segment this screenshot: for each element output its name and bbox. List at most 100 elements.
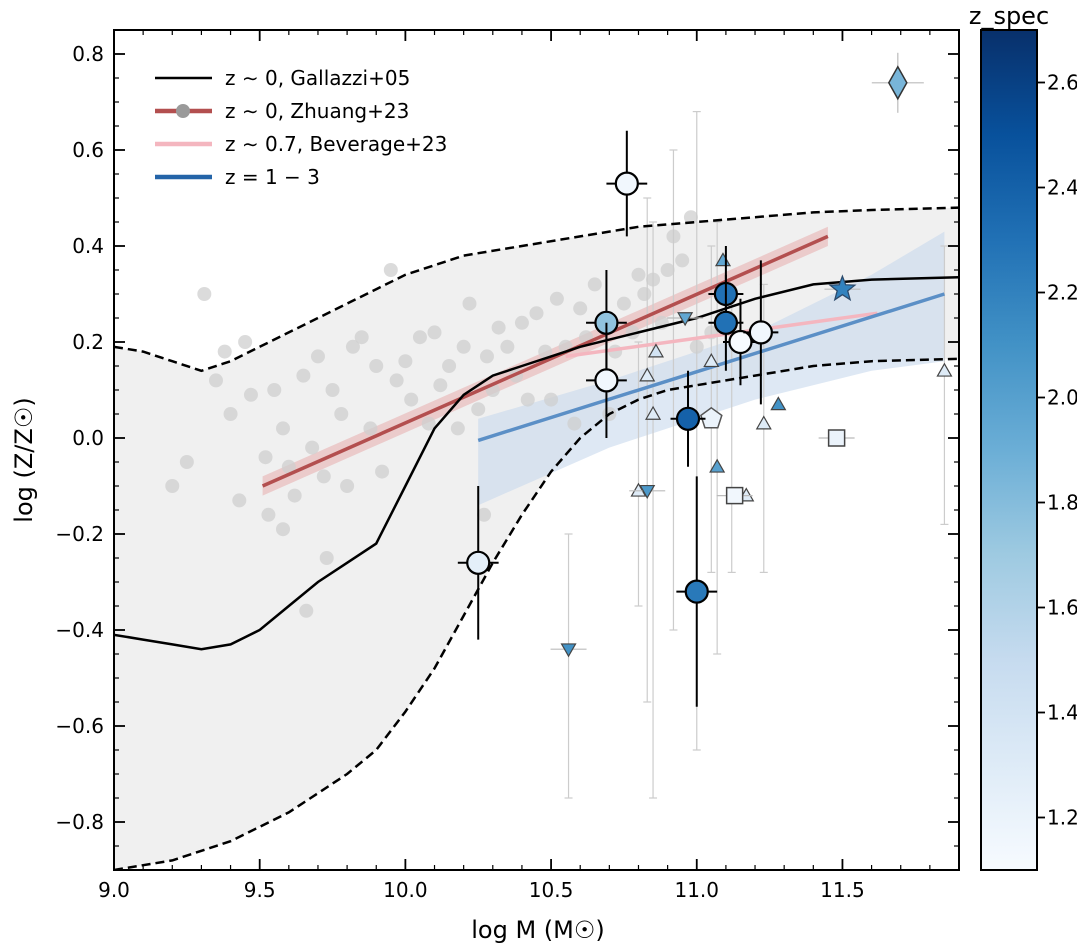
circle-marker <box>713 310 738 335</box>
y-tick-label: 0.0 <box>72 426 104 450</box>
y-tick-label: 0.4 <box>72 234 104 258</box>
gallazzi-median-line <box>114 275 959 651</box>
zhuang-point <box>258 450 273 465</box>
zhuang-point <box>267 383 282 397</box>
zhuang-point <box>281 459 296 474</box>
zhuang-point <box>197 287 212 301</box>
zhuang-point <box>243 387 258 402</box>
legend-swatch-marker <box>176 104 190 118</box>
zhuang-point <box>389 373 404 388</box>
triangle-up-marker <box>709 458 726 473</box>
triangle-down-marker <box>639 484 656 500</box>
zhuang-point <box>345 339 360 354</box>
triangle-up-marker <box>770 396 787 411</box>
pentagon-marker <box>700 406 723 429</box>
colorbar-tick-label: 1.2 <box>1047 806 1077 830</box>
legend: z ∼ 0, Gallazzi+05 z ∼ 0, Zhuang+23 z ∼ 0.… <box>155 66 447 189</box>
colorbar-gradient <box>980 29 1038 871</box>
triangle-down-marker <box>677 312 694 327</box>
triangle-up-marker <box>639 367 656 382</box>
square-marker <box>827 429 846 447</box>
zhuang-point <box>520 392 535 407</box>
triangle-up-marker <box>936 362 953 377</box>
colorbar-tick-label: 2.4 <box>1047 176 1077 200</box>
zhuang-point <box>316 469 331 484</box>
y-tick-label: −0.2 <box>55 522 104 546</box>
triangle-up-marker <box>703 352 720 368</box>
circle-marker <box>684 579 709 604</box>
zhuang-point <box>477 507 492 522</box>
zhuang-point <box>549 291 564 306</box>
zhuang-point <box>179 455 194 469</box>
zhuang-point <box>587 277 602 292</box>
zhuang-point <box>375 464 390 479</box>
circle-marker <box>748 320 773 345</box>
zhuang-point <box>334 407 349 421</box>
zhuang-point <box>238 335 253 349</box>
zhuang-line <box>261 234 829 488</box>
circle-marker <box>728 329 753 355</box>
zhuang-point <box>491 320 506 335</box>
square-marker <box>725 486 744 505</box>
gallazzi-upper-line <box>114 206 959 373</box>
y-tick-label: −0.6 <box>55 714 104 738</box>
triangle-up-marker <box>630 482 647 497</box>
zhuang-point <box>165 479 180 493</box>
zhuang-point <box>479 349 494 364</box>
zhuang-point <box>287 488 302 503</box>
zhuang-point <box>261 507 276 522</box>
axes: 9.0 9.5 10.0 10.5 11.0 11.5 0.8 0.6 0.4 0.2 0.0 −0.… <box>55 29 960 902</box>
zhuang-point <box>319 551 334 565</box>
gallazzi-lower-line <box>114 357 959 870</box>
y-tick-label: 0.2 <box>72 330 104 354</box>
zhuang-point <box>631 267 646 282</box>
zhuang-point <box>427 325 442 340</box>
circle-marker <box>594 368 619 393</box>
x-tick-label: 11.0 <box>674 878 719 902</box>
zhuang-point <box>276 421 290 436</box>
colorbar-label: z_spec <box>969 2 1049 30</box>
zhuang-point <box>340 479 355 493</box>
zhuang-point <box>442 359 457 373</box>
zhuang-point <box>363 421 378 436</box>
circle-marker <box>614 171 639 196</box>
zhuang-point <box>305 440 320 455</box>
zhuang-point <box>296 368 311 383</box>
circle-marker <box>466 550 491 575</box>
y-tick-label: −0.4 <box>55 618 104 642</box>
beverage-line <box>565 311 878 359</box>
x-tick-label: 9.0 <box>98 878 130 902</box>
zhuang-point <box>208 373 223 388</box>
legend-label: z ∼ 0.7, Beverage+23 <box>225 132 447 156</box>
circle-marker <box>675 406 701 431</box>
zhuang-point <box>325 383 340 397</box>
plot-area <box>114 52 959 870</box>
x-tick-label: 9.5 <box>244 878 276 902</box>
legend-label: z ∼ 0, Gallazzi+05 <box>225 66 410 90</box>
zhuang-point <box>573 301 588 316</box>
zhuang-point <box>299 603 314 618</box>
colorbar-tick-label: 1.4 <box>1047 701 1077 725</box>
plot-frame <box>113 29 960 871</box>
x-tick-label: 10.0 <box>383 878 428 902</box>
zhuang-point <box>398 354 413 369</box>
zhuang-point <box>223 407 238 421</box>
zhuang-point <box>538 344 553 359</box>
zhuang-point <box>471 402 486 417</box>
zhuang-point <box>310 349 325 364</box>
zhuang-point <box>354 330 369 345</box>
star-marker <box>828 274 857 302</box>
colorbar-tick-label: 1.8 <box>1047 491 1077 515</box>
colorbar-tick-label: 1.6 <box>1047 596 1077 620</box>
zhuang-point <box>567 416 582 431</box>
zhuang-point <box>421 416 436 431</box>
zhuang-point <box>675 253 690 268</box>
y-tick-label: 0.6 <box>72 138 104 162</box>
zhuang-point <box>369 359 384 373</box>
zhuang-point <box>412 330 427 345</box>
zhuang-point <box>660 263 675 277</box>
y-tick-label: −0.8 <box>55 810 104 834</box>
zhuang-point <box>217 344 232 359</box>
triangle-up-marker <box>647 343 664 358</box>
